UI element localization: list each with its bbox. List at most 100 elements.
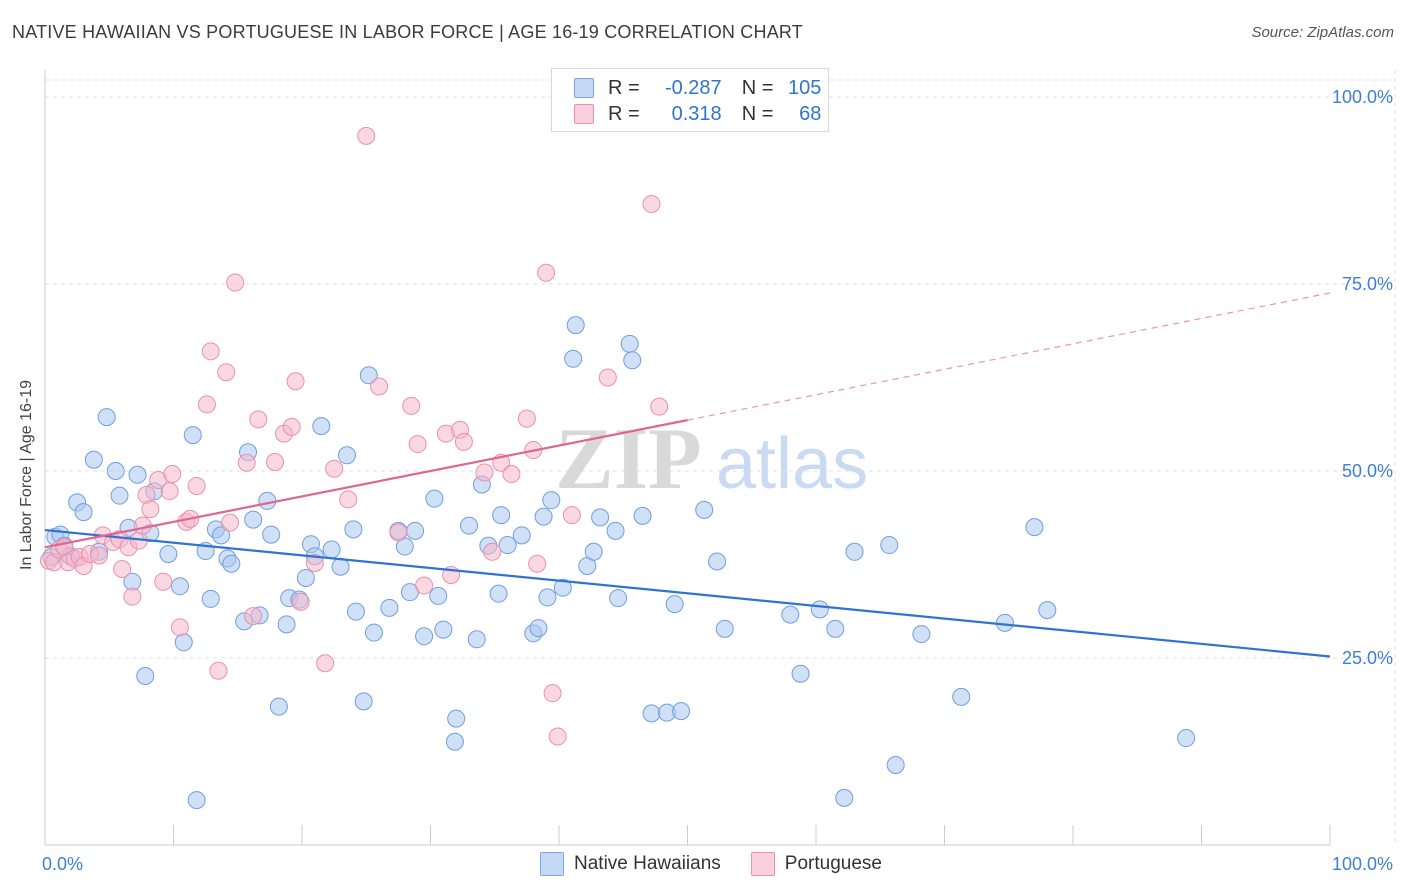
- legend-n-value: 68: [799, 102, 822, 125]
- data-point: [609, 589, 628, 608]
- data-point: [584, 542, 603, 561]
- data-point: [665, 595, 684, 614]
- data-point: [543, 684, 562, 703]
- data-point: [258, 491, 277, 510]
- data-point: [835, 788, 854, 807]
- data-point: [244, 607, 263, 626]
- trend-line: [44, 419, 688, 549]
- axes: [44, 70, 1331, 846]
- data-point: [296, 568, 315, 587]
- data-point: [97, 408, 116, 427]
- tick-labels: 25.0% 50.0% 75.0% 100.0% 0.0% 100.0%: [42, 87, 1393, 874]
- data-point: [672, 702, 691, 721]
- data-point: [489, 584, 508, 603]
- data-point: [810, 600, 829, 619]
- data-point: [408, 435, 427, 454]
- data-point: [562, 506, 581, 525]
- trend-line-extension: [687, 292, 1331, 421]
- legend-swatch-blue: [540, 852, 564, 876]
- legend-r-value: -0.287: [664, 76, 722, 99]
- data-point: [359, 366, 378, 385]
- data-point: [133, 516, 152, 535]
- chart-title: NATIVE HAWAIIAN VS PORTUGUESE IN LABOR F…: [12, 22, 803, 42]
- data-point: [286, 372, 305, 391]
- trend-lines: [44, 292, 1331, 658]
- data-point: [222, 554, 241, 573]
- data-point: [183, 426, 202, 445]
- data-point: [106, 462, 125, 480]
- data-point: [269, 697, 288, 716]
- data-point: [266, 453, 285, 472]
- legend-series: Native Hawaiians Portuguese: [540, 852, 882, 876]
- data-point: [826, 619, 845, 638]
- y-tick-label: 100.0%: [1332, 87, 1393, 107]
- y-tick-label: 75.0%: [1342, 274, 1393, 294]
- data-point: [598, 368, 617, 387]
- data-point: [886, 755, 905, 774]
- data-point: [912, 625, 931, 644]
- data-point: [201, 342, 220, 361]
- data-point: [606, 521, 625, 540]
- y-tick-label: 50.0%: [1342, 461, 1393, 481]
- data-point: [429, 586, 448, 605]
- legend-item-native-hawaiians: Native Hawaiians: [540, 852, 721, 876]
- data-point: [715, 619, 734, 638]
- data-point: [845, 542, 864, 561]
- data-point: [322, 540, 341, 559]
- data-point: [170, 618, 189, 637]
- legend-row-native-hawaiians: R = -0.287 N = 105: [574, 75, 821, 101]
- data-point: [160, 482, 179, 501]
- data-point: [339, 490, 358, 509]
- data-point: [337, 446, 356, 465]
- data-point: [528, 554, 547, 573]
- legend-item-portuguese: Portuguese: [750, 852, 882, 876]
- data-point: [791, 664, 810, 683]
- data-point: [534, 507, 553, 526]
- data-point: [89, 546, 108, 565]
- data-point: [221, 513, 240, 532]
- data-point: [174, 633, 193, 652]
- data-point: [425, 489, 444, 508]
- data-point: [291, 592, 310, 611]
- watermark-zip: ZIP: [555, 411, 702, 508]
- data-point: [445, 732, 464, 751]
- data-point: [159, 545, 178, 564]
- series-native-hawaiians: [42, 316, 1196, 810]
- legend-n-label: N =: [741, 102, 774, 125]
- legend-r-value: 0.318: [671, 102, 722, 125]
- data-point: [542, 491, 561, 510]
- data-point: [460, 516, 479, 535]
- x-tick-label: 100.0%: [1332, 854, 1393, 874]
- data-point: [553, 578, 572, 597]
- data-point: [708, 552, 727, 571]
- data-point: [136, 666, 155, 685]
- data-point: [170, 577, 189, 596]
- data-point: [548, 727, 567, 746]
- data-point: [475, 463, 494, 482]
- data-point: [370, 377, 389, 396]
- data-point: [642, 704, 661, 723]
- source-label: Source: ZipAtlas.com: [1251, 24, 1394, 41]
- data-point: [237, 453, 256, 472]
- watermark-atlas: atlas: [716, 424, 868, 504]
- data-point: [316, 654, 335, 673]
- data-point: [113, 559, 132, 578]
- data-point: [141, 500, 160, 519]
- data-point: [201, 589, 220, 608]
- trend-line: [44, 528, 1331, 658]
- data-point: [244, 510, 263, 529]
- data-point: [454, 432, 473, 451]
- data-point: [529, 619, 548, 638]
- data-point: [623, 351, 642, 370]
- legend-label: Portuguese: [784, 853, 882, 874]
- data-point: [620, 334, 639, 353]
- legend-swatch-pink: [574, 104, 594, 124]
- data-point: [110, 486, 129, 505]
- legend-r-label: R =: [608, 102, 640, 125]
- data-point: [380, 598, 399, 617]
- data-point: [84, 450, 103, 469]
- data-point: [1025, 518, 1044, 537]
- data-point: [564, 349, 583, 368]
- data-point: [354, 692, 373, 711]
